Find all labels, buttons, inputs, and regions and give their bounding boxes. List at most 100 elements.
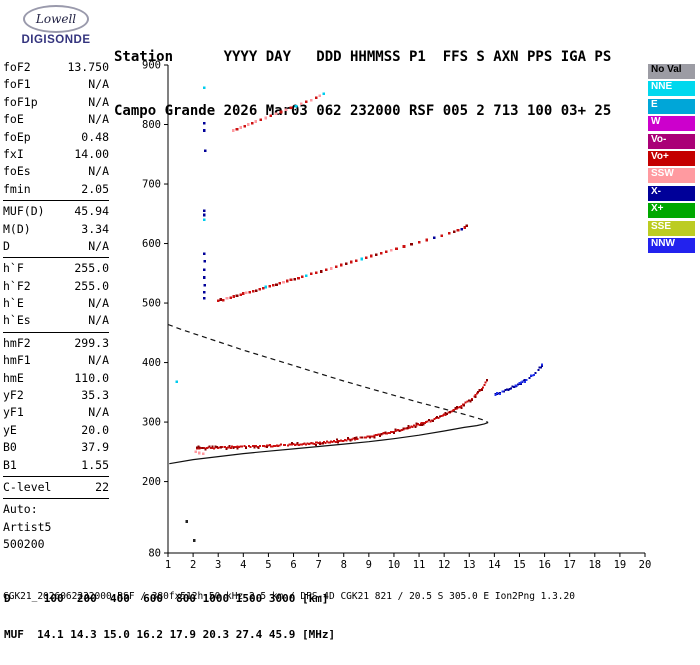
f-trace-o-mode-dot [417, 423, 420, 426]
f-trace-o-mode-dot [356, 438, 359, 441]
y-tick-label: 800 [142, 119, 161, 131]
third-hop-scatter-dot [254, 120, 258, 123]
f-trace-x-mode-spread-dot [496, 392, 498, 395]
f-trace-o-mode-spread-dot [419, 424, 422, 427]
f-trace-o-mode-dot [333, 439, 335, 442]
f-trace-o-mode-spread-dot [402, 427, 405, 430]
param-d: D N/A [3, 238, 109, 255]
f-trace-o-mode-dot [296, 443, 299, 446]
third-hop-scatter-dot [259, 118, 263, 122]
param-value: 255.0 [74, 278, 109, 293]
ionogram-plot: 1 2 3 4 5 6 7 8 9 10 11 12 13 14 15 16 17 18 19 20802003004… [142, 60, 651, 571]
legend-vo+: Vo+ [648, 150, 695, 166]
f-trace-o-mode-spread-dot [415, 422, 418, 425]
header-line-values: Campo Grande 2026 Mar03 062 232000 RSF 0… [114, 103, 612, 119]
f-trace-o-mode-spread-dot [422, 423, 425, 426]
f-trace-o-mode-dot [307, 443, 310, 446]
f-trace-o-mode-spread-dot [454, 406, 457, 409]
f-trace-x-mode-spread-dot [501, 390, 504, 393]
param-ye: yE 20.0 [3, 422, 109, 439]
param-h-f2: h`F2 255.0 [3, 278, 109, 295]
f-trace-o-mode-dot [298, 443, 301, 446]
param-label: M(D) [3, 221, 31, 236]
f-trace-o-mode-dot [210, 446, 213, 449]
f-trace-x-mode-dot [507, 389, 510, 391]
third-hop-scatter-dot [274, 112, 278, 116]
y-tick-label: 300 [142, 417, 161, 429]
f-trace-o-mode-spread-dot [474, 396, 477, 399]
f-trace-o-mode-dot [458, 406, 461, 409]
true-height-profile-topside-model [167, 323, 489, 424]
legend-ssw: SSW [648, 168, 695, 184]
f-trace-o-mode-dot [460, 405, 463, 408]
f-trace-o-mode-dot [326, 440, 328, 443]
f-trace-o-mode-dot [434, 417, 437, 420]
legend-w: W [648, 116, 695, 132]
f-trace-o-mode-dot [314, 441, 317, 444]
f-trace-o-mode-spread-dot [314, 444, 317, 447]
second-hop-f-trace-dot [463, 226, 466, 229]
f-trace-o-mode-dot [386, 432, 388, 435]
second-hop-f-trace-dot [395, 247, 398, 251]
second-hop-f-trace-dot [324, 268, 328, 271]
f-trace-x-mode-dot [524, 379, 527, 382]
param-value: N/A [88, 405, 109, 420]
f-trace-o-mode-dot [200, 447, 203, 449]
f-trace-o-mode-spread-dot [208, 445, 211, 448]
legend-sse: SSE [648, 220, 695, 236]
param-label: foEp [3, 129, 31, 144]
source-info-line: CGK21_2026062232000.RSF / 380fx512h 50 k… [3, 591, 575, 602]
f-trace-o-mode-spread-dot [432, 420, 434, 423]
second-hop-f-trace-dot [242, 292, 245, 295]
f-trace-o-mode-spread-dot [353, 436, 356, 439]
third-hop-scatter-dot [264, 116, 268, 120]
f-trace-o-mode-dot [288, 443, 291, 446]
f-trace-o-mode-dot [405, 427, 407, 430]
param-muf-d-: MUF(D) 45.94 [3, 203, 109, 220]
f-trace-o-mode-dot [275, 444, 278, 447]
third-hop-scatter-dot [314, 96, 318, 99]
f-trace-o-mode-dot [369, 435, 372, 438]
f-trace-o-mode-spread-dot [369, 436, 372, 439]
f-trace-o-mode-dot [464, 401, 467, 404]
f-trace-o-mode-dot [239, 445, 242, 448]
f-trace-o-mode-dot [212, 447, 215, 450]
param-value: N/A [88, 313, 109, 328]
f-trace-o-mode-dot [277, 444, 280, 447]
f-trace-o-mode-dot [316, 441, 319, 444]
param-label: D [3, 238, 10, 253]
f-trace-o-mode-dot [341, 440, 344, 443]
f-trace-o-mode-dot [409, 426, 411, 429]
legend-vo-: Vo- [648, 133, 695, 149]
f-trace-x-mode-spread-dot [514, 384, 517, 387]
misc-noise-dot [175, 380, 179, 383]
f-trace-o-mode-dot [302, 442, 305, 445]
second-hop-f-trace-dot [440, 234, 443, 238]
f-trace-o-mode-dot [450, 410, 453, 413]
x-tick-label: 12 [438, 559, 451, 570]
f-trace-o-mode-dot [263, 444, 266, 447]
f-trace-x-mode-spread-dot [494, 394, 497, 397]
f-trace-x-mode-dot [504, 389, 507, 391]
second-hop-f-trace-dot [390, 248, 393, 252]
legend-e: E [648, 98, 695, 114]
param-label: foF1p [3, 94, 38, 109]
second-hop-f-trace-dot [262, 286, 265, 290]
f-trace-o-mode-dot [484, 381, 487, 384]
f-trace-x-mode-spread-dot [531, 374, 534, 377]
third-hop-scatter-dot [322, 92, 325, 95]
param-label: hmF2 [3, 335, 31, 350]
f-trace-o-mode-dot [456, 407, 459, 410]
param-group-separator [3, 498, 109, 500]
x-tick-label: 13 [463, 559, 476, 570]
f-trace-o-mode-dot [293, 443, 296, 446]
f-trace-o-mode-dot [466, 400, 469, 403]
f-trace-o-mode-spread-dot [291, 442, 294, 445]
f-trace-o-mode-dot [447, 411, 450, 414]
logo-lowell-text: Lowell [35, 12, 77, 26]
f-trace-x-mode-dot [538, 366, 541, 369]
f-trace-o-mode-dot [295, 443, 298, 446]
param-label: MUF(D) [3, 204, 45, 219]
third-hop-scatter-dot [304, 100, 308, 104]
f-trace-o-mode-spread-dot [211, 445, 214, 448]
